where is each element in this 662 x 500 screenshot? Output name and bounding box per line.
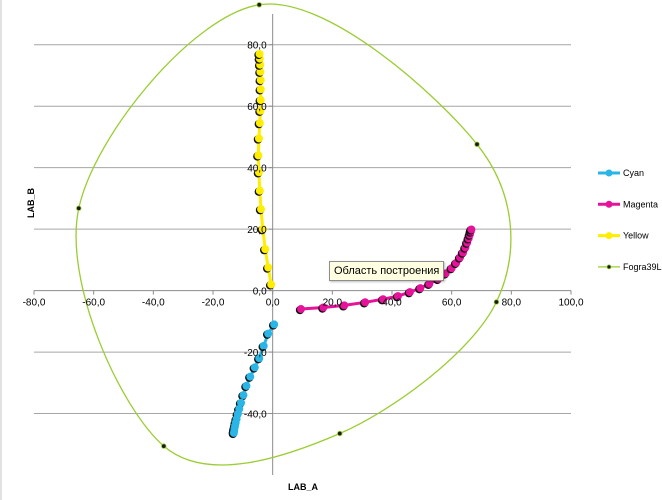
y-tick-label: 60,0 (247, 102, 267, 113)
data-point-cyan[interactable] (255, 354, 264, 363)
data-point-cyan[interactable] (264, 329, 273, 338)
x-tick-label: -20,0 (202, 298, 225, 309)
series-line-fogra39l (75, 3, 512, 466)
legend[interactable]: Cyan Magenta Yellow Fogra39L (598, 168, 662, 272)
x-tick-label: 80,0 (502, 298, 522, 309)
series (75, 2, 512, 466)
data-point-magenta[interactable] (416, 284, 425, 293)
data-point-cyan[interactable] (259, 341, 268, 350)
legend-entry-fogra39l[interactable]: Fogra39L (598, 262, 662, 272)
legend-marker-fogra39l (606, 264, 612, 270)
axis-titles: LAB_A LAB_B (26, 188, 318, 492)
x-tick-label: 60,0 (442, 298, 462, 309)
y-axis-title: LAB_B (26, 188, 36, 219)
y-tick-label: 0,0 (253, 287, 267, 298)
data-point-cyan[interactable] (250, 363, 259, 372)
data-point-magenta[interactable] (405, 288, 414, 297)
data-point-magenta[interactable] (379, 295, 388, 304)
data-point-fogra39l[interactable] (493, 299, 500, 305)
y-tick-label: -20,0 (244, 348, 267, 359)
data-point-yellow[interactable] (255, 49, 264, 58)
gridlines (34, 44, 571, 415)
x-tick-label: 100,0 (558, 298, 583, 309)
x-tick-labels: -80,0 -60,0 -40,0 -20,0 0,0 20,0 40,0 60,0 80,0 1… (23, 298, 584, 309)
x-tick-label: 20,0 (323, 298, 343, 309)
x-tick-label: 0,0 (266, 298, 280, 309)
data-point-cyan[interactable] (239, 391, 248, 400)
legend-marker-yellow (605, 232, 613, 240)
data-point-yellow[interactable] (267, 280, 276, 289)
legend-label-cyan: Cyan (623, 168, 644, 178)
data-point-fogra39l[interactable] (76, 205, 82, 211)
window-left-edge (0, 0, 2, 500)
data-point-yellow[interactable] (256, 76, 265, 85)
data-point-fogra39l[interactable] (474, 141, 480, 148)
data-point-cyan[interactable] (229, 428, 238, 437)
legend-marker-magenta (605, 200, 613, 208)
legend-entry-yellow[interactable]: Yellow (598, 231, 649, 241)
y-tick-label: 80,0 (247, 41, 267, 52)
data-point-magenta[interactable] (319, 303, 328, 312)
data-point-magenta[interactable] (393, 292, 402, 301)
data-point-fogra39l[interactable] (256, 2, 262, 8)
data-point-fogra39l[interactable] (161, 443, 167, 449)
data-point-yellow[interactable] (257, 205, 266, 214)
series-yellow[interactable] (253, 49, 276, 290)
data-point-yellow[interactable] (255, 119, 264, 128)
x-axis-title: LAB_A (288, 482, 319, 492)
data-point-yellow[interactable] (254, 168, 263, 177)
legend-entry-magenta[interactable]: Magenta (598, 199, 658, 209)
data-point-yellow[interactable] (256, 106, 265, 115)
y-tick-label: 20,0 (247, 225, 267, 236)
plot-area-tooltip: Область построения (329, 261, 445, 281)
y-tick-labels: -40,0 -20,0 0,0 20,0 40,0 60,0 80,0 (244, 41, 267, 421)
data-point-yellow[interactable] (254, 151, 263, 160)
data-point-fogra39l[interactable] (337, 430, 343, 437)
data-point-yellow[interactable] (254, 134, 263, 143)
legend-label-fogra39l: Fogra39L (623, 262, 662, 272)
y-tick-label: -40,0 (244, 410, 267, 421)
data-point-magenta[interactable] (467, 225, 476, 234)
data-point-yellow[interactable] (264, 263, 273, 272)
data-point-magenta[interactable] (425, 279, 434, 288)
data-point-yellow[interactable] (256, 85, 265, 94)
legend-label-yellow: Yellow (623, 231, 649, 241)
data-point-cyan[interactable] (270, 320, 279, 329)
series-fogra39l[interactable] (75, 2, 512, 466)
series-cyan[interactable] (228, 320, 279, 439)
data-point-cyan[interactable] (242, 381, 251, 390)
data-point-magenta[interactable] (361, 298, 370, 307)
data-point-yellow[interactable] (258, 225, 267, 234)
legend-marker-cyan (605, 169, 613, 177)
data-point-yellow[interactable] (256, 96, 265, 105)
data-point-cyan[interactable] (246, 372, 255, 381)
x-tick-label: 40,0 (382, 298, 402, 309)
legend-entry-cyan[interactable]: Cyan (598, 168, 644, 178)
x-tick-label: -40,0 (142, 298, 165, 309)
data-point-cyan[interactable] (237, 398, 246, 407)
data-point-magenta[interactable] (297, 305, 306, 314)
legend-label-magenta: Magenta (623, 199, 658, 209)
data-point-yellow[interactable] (261, 245, 270, 254)
y-tick-label: 40,0 (247, 164, 267, 175)
axes (33, 14, 572, 475)
data-point-magenta[interactable] (340, 301, 349, 310)
data-point-yellow[interactable] (255, 186, 264, 195)
x-tick-label: -80,0 (23, 298, 46, 309)
x-tick-label: -60,0 (82, 298, 105, 309)
